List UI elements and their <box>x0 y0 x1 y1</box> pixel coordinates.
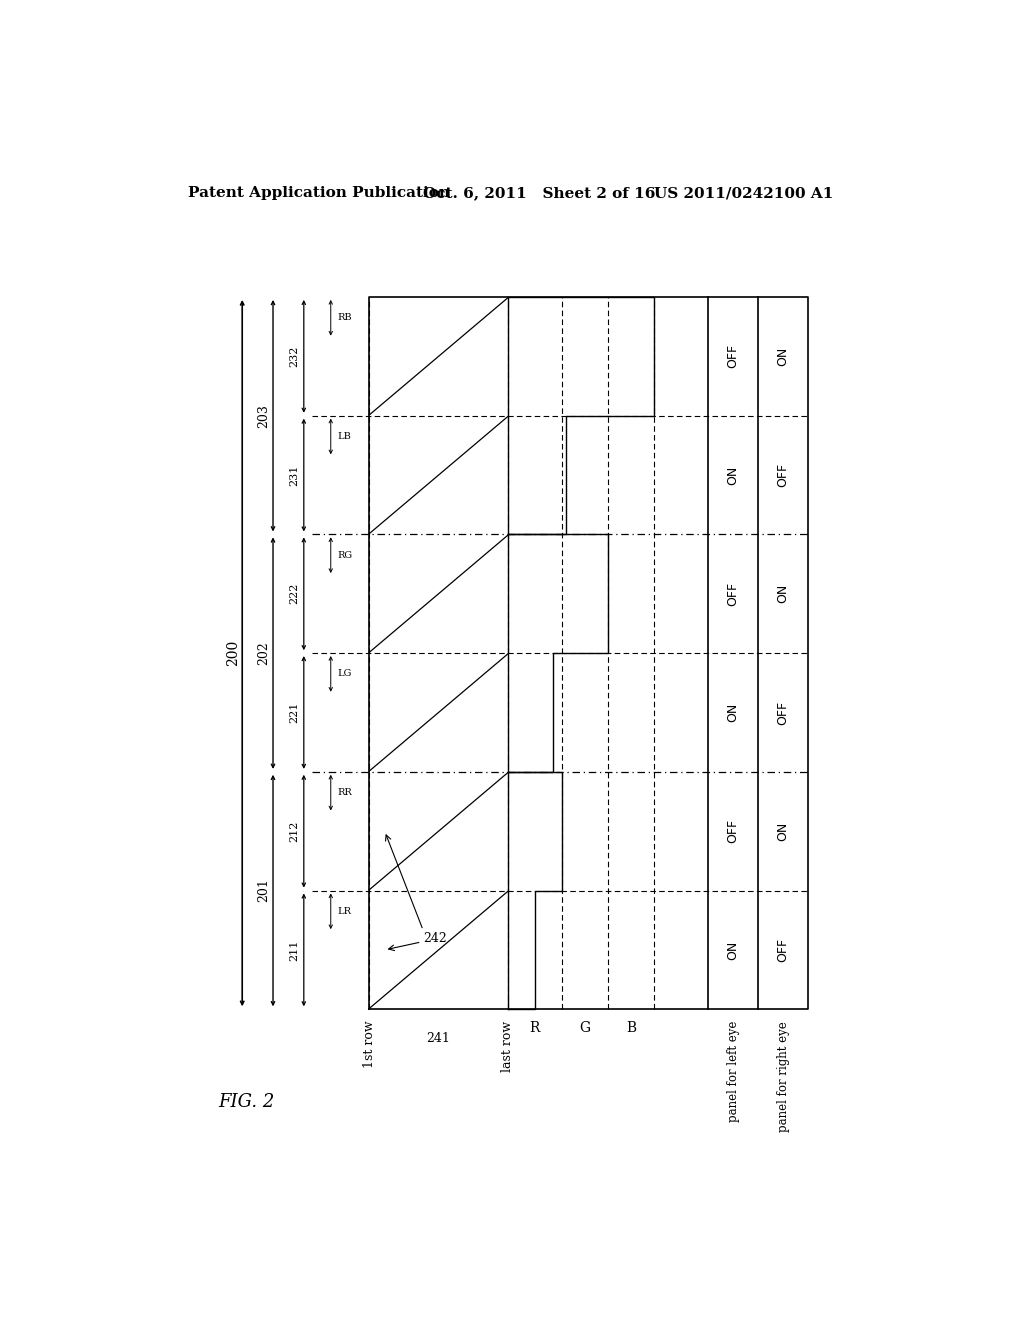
Text: US 2011/0242100 A1: US 2011/0242100 A1 <box>654 186 834 201</box>
Text: ON: ON <box>727 940 739 960</box>
Text: B: B <box>626 1020 636 1035</box>
Text: RB: RB <box>337 313 351 322</box>
Text: ON: ON <box>727 466 739 484</box>
Text: 241: 241 <box>427 1032 451 1045</box>
Text: 242: 242 <box>423 932 446 945</box>
Text: 200: 200 <box>226 640 240 667</box>
Text: G: G <box>580 1020 591 1035</box>
Text: LG: LG <box>337 669 351 678</box>
Text: LR: LR <box>337 907 351 916</box>
Text: 231: 231 <box>290 465 300 486</box>
Text: OFF: OFF <box>727 582 739 606</box>
Text: last row: last row <box>502 1020 514 1072</box>
Text: OFF: OFF <box>727 345 739 368</box>
Text: panel for right eye: panel for right eye <box>776 1020 790 1131</box>
Text: ON: ON <box>776 347 790 366</box>
Text: OFF: OFF <box>776 463 790 487</box>
Text: OFF: OFF <box>727 820 739 843</box>
Text: LB: LB <box>337 432 351 441</box>
Text: panel for left eye: panel for left eye <box>727 1020 739 1122</box>
Text: RR: RR <box>337 788 351 797</box>
Text: OFF: OFF <box>776 937 790 962</box>
Text: ON: ON <box>776 585 790 603</box>
Text: 1st row: 1st row <box>362 1020 376 1068</box>
Text: 212: 212 <box>290 821 300 842</box>
Text: Patent Application Publication: Patent Application Publication <box>188 186 451 201</box>
Text: 232: 232 <box>290 346 300 367</box>
Text: Oct. 6, 2011   Sheet 2 of 16: Oct. 6, 2011 Sheet 2 of 16 <box>423 186 655 201</box>
Text: 211: 211 <box>290 940 300 961</box>
Text: OFF: OFF <box>776 701 790 725</box>
Text: 221: 221 <box>290 702 300 723</box>
Text: R: R <box>529 1020 540 1035</box>
Text: 201: 201 <box>257 879 270 903</box>
Text: ON: ON <box>776 821 790 841</box>
Text: ON: ON <box>727 702 739 722</box>
Text: RG: RG <box>337 550 352 560</box>
Text: 202: 202 <box>257 642 270 665</box>
Text: 203: 203 <box>257 404 270 428</box>
Text: FIG. 2: FIG. 2 <box>218 1093 274 1110</box>
Text: 222: 222 <box>290 583 300 605</box>
